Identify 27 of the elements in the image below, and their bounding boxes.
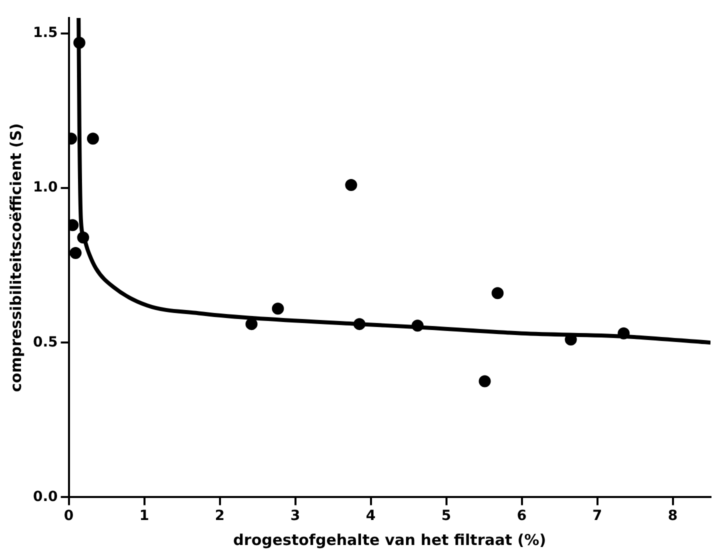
point: [492, 287, 504, 300]
x-tick-label: 3: [290, 508, 300, 524]
y-tick-label: 0.0: [32, 488, 58, 505]
x-tick-label: 7: [592, 508, 602, 524]
point: [412, 320, 424, 332]
point: [618, 327, 630, 340]
x-tick-label: 1: [139, 508, 150, 524]
point: [77, 232, 90, 244]
y-tick-label: 1.5: [32, 25, 58, 42]
point: [478, 375, 491, 388]
point: [73, 36, 86, 49]
y-axis-title: compressibiliteitscoëfficient (S): [6, 123, 25, 392]
x-tick-label: 0: [64, 508, 74, 524]
x-tick-label: 8: [668, 508, 678, 524]
point: [70, 246, 82, 259]
x-tick-label: 4: [366, 508, 376, 524]
point: [245, 318, 258, 330]
x-axis-title: drogestofgehalte van het filtraat (%): [233, 530, 546, 549]
x-tick-label: 5: [441, 508, 452, 524]
point: [86, 132, 99, 145]
y-tick-label: 1.0: [32, 180, 58, 196]
point: [272, 302, 284, 315]
x-tick-label: 2: [214, 508, 225, 524]
point: [345, 178, 358, 191]
x-tick-label: 6: [516, 508, 527, 524]
point: [353, 318, 366, 330]
y-tick-label: 0.5: [32, 334, 58, 350]
